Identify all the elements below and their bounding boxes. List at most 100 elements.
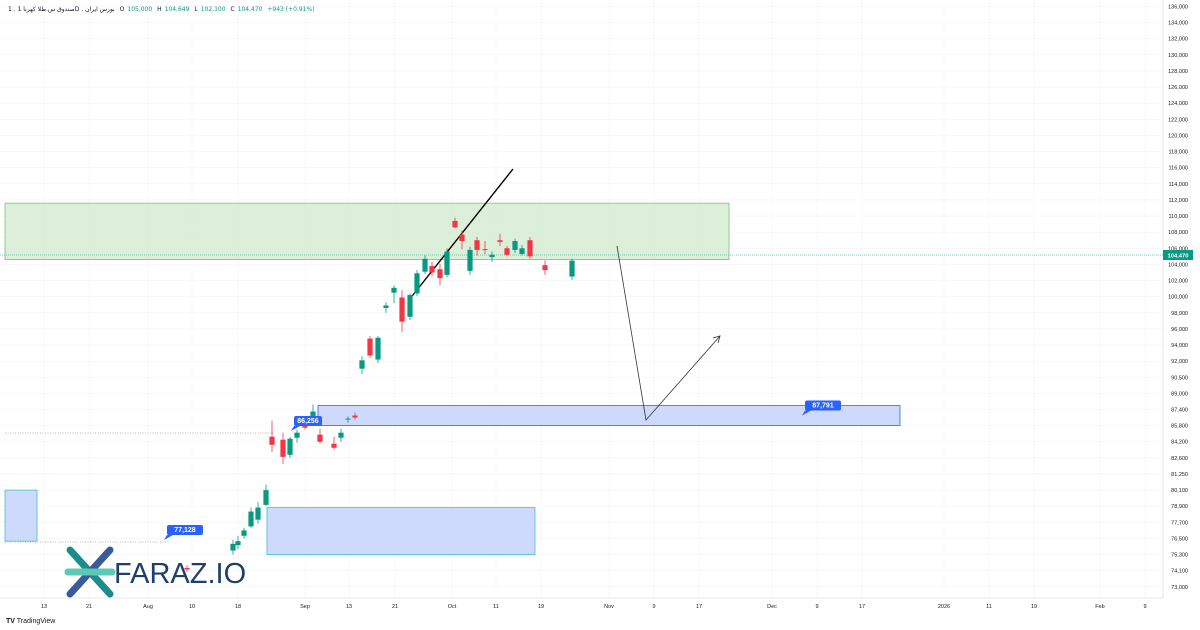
x-tick-label: Nov	[604, 604, 614, 610]
y-tick-label: 102,000	[1168, 279, 1188, 285]
candle-body	[474, 240, 480, 250]
x-tick-label: 13	[41, 604, 47, 610]
y-tick-label: 85,800	[1171, 424, 1188, 430]
candle-body	[497, 240, 503, 242]
candle-body	[527, 240, 533, 257]
tradingview-logo[interactable]: TV TradingView	[6, 618, 55, 625]
price-axis[interactable]: 136,000 134,000 132,000 130,000 128,000 126,0…	[1163, 5, 1193, 591]
x-tick-label: 9	[1143, 604, 1146, 610]
y-tick-label: 84,200	[1171, 440, 1188, 446]
price-label-box	[805, 400, 841, 411]
candle-body	[429, 266, 435, 273]
x-tick-label: 19	[538, 604, 544, 610]
low-label: L	[194, 6, 198, 13]
x-tick-label: 10	[189, 604, 195, 610]
y-tick-label: 112,000	[1169, 198, 1188, 204]
candle-body	[467, 249, 473, 271]
last-price-tag	[1163, 250, 1193, 260]
high-label: H	[157, 6, 162, 13]
candle-body	[280, 439, 286, 457]
drawings-layer	[0, 168, 1163, 543]
candle-body	[383, 305, 389, 308]
candle-body	[444, 251, 450, 275]
high-value: 104,649	[164, 6, 190, 13]
y-tick-label: 116,000	[1169, 166, 1188, 172]
y-tick-label: 92,000	[1171, 359, 1188, 365]
y-tick-label: 80,100	[1171, 488, 1188, 494]
candle-body	[452, 220, 458, 228]
candle-body	[352, 415, 358, 418]
y-tick-label: 120,000	[1168, 133, 1188, 139]
y-tick-label: 74,100	[1171, 569, 1188, 575]
y-tick-label: 82,600	[1171, 456, 1188, 462]
x-tick-label: 9	[652, 604, 655, 610]
x-tick-label: 9	[815, 604, 818, 610]
supply-zone	[4, 202, 730, 260]
time-axis[interactable]: 13 21 Aug 10 18 Sep 13 21 Oct 11 19 Nov 9 17 Dec 9 17 202…	[0, 597, 1163, 610]
y-tick-label: 81,250	[1171, 472, 1188, 478]
candle-body	[184, 568, 190, 570]
price-labels-layer: 86,256 77,128 87,791	[164, 400, 841, 541]
candle-body	[235, 541, 241, 546]
candle-body	[269, 436, 275, 445]
price-label-pointer	[802, 410, 811, 416]
y-tick-label: 87,400	[1171, 408, 1188, 414]
y-tick-label: 130,000	[1168, 53, 1188, 59]
x-tick-label: 21	[392, 604, 398, 610]
candle-body	[255, 507, 261, 520]
y-tick-label: 78,900	[1171, 504, 1188, 510]
change-value: +943 (+0.91%)	[267, 6, 315, 13]
y-tick-label: 89,000	[1171, 391, 1188, 397]
y-tick-label: 98,000	[1171, 311, 1188, 317]
x-tick-label: Dec	[767, 604, 777, 610]
x-tick-label: 11	[986, 604, 992, 610]
y-tick-label: 75,300	[1171, 553, 1188, 559]
zones-layer	[4, 202, 901, 555]
x-tick-label: Sep	[300, 604, 310, 610]
y-tick-label: 96,000	[1171, 327, 1188, 333]
tradingview-text: TradingView	[16, 618, 56, 625]
candle-body	[294, 432, 300, 438]
price-label-text: 86,256	[297, 418, 319, 425]
candle-body	[248, 511, 254, 527]
y-tick-label: 134,000	[1168, 21, 1188, 27]
demand-zone-2	[266, 507, 536, 555]
candle-body	[542, 265, 548, 271]
y-tick-label: 73,000	[1171, 585, 1188, 591]
x-tick-label: 11	[493, 604, 499, 610]
open-label: O	[119, 6, 125, 13]
y-tick-label: 76,500	[1171, 536, 1188, 542]
symbol-name[interactable]: صندوق س.طلا کهربا 1 . 1D . بورس ایران	[8, 6, 115, 13]
y-tick-label: 118,000	[1169, 150, 1188, 156]
candles-layer	[184, 217, 575, 573]
candle-body	[422, 258, 428, 272]
open-value: 105,000	[127, 6, 153, 13]
x-tick-label: 17	[696, 604, 702, 610]
candle-body	[569, 260, 575, 277]
y-tick-label: 110,000	[1169, 214, 1188, 220]
x-tick-label: 19	[1031, 604, 1037, 610]
price-label-pointer	[291, 426, 300, 432]
candle-body	[482, 249, 488, 251]
grid-lines	[0, 0, 1164, 598]
projection-arrowhead	[712, 335, 721, 344]
price-label-pointer	[164, 535, 173, 541]
close-value: 104,470	[237, 6, 263, 13]
watermark-text: FARAZ.IO	[114, 558, 246, 590]
y-tick-label: 114,000	[1169, 182, 1188, 188]
demand-zone-3	[4, 489, 38, 542]
candle-body	[391, 287, 397, 293]
candle-body	[345, 418, 351, 420]
y-tick-label: 94,000	[1171, 343, 1188, 349]
candle-body	[414, 273, 420, 294]
low-value: 102,100	[200, 6, 226, 13]
y-tick-label: 132,000	[1168, 37, 1188, 43]
price-label-text: 77,128	[174, 527, 196, 534]
y-tick-label: 128,000	[1168, 69, 1188, 75]
y-tick-label: 108,000	[1168, 230, 1188, 236]
candle-body	[310, 411, 316, 417]
x-tick-label: Aug	[143, 604, 153, 610]
candle-body	[317, 434, 323, 442]
candle-body	[459, 234, 465, 242]
